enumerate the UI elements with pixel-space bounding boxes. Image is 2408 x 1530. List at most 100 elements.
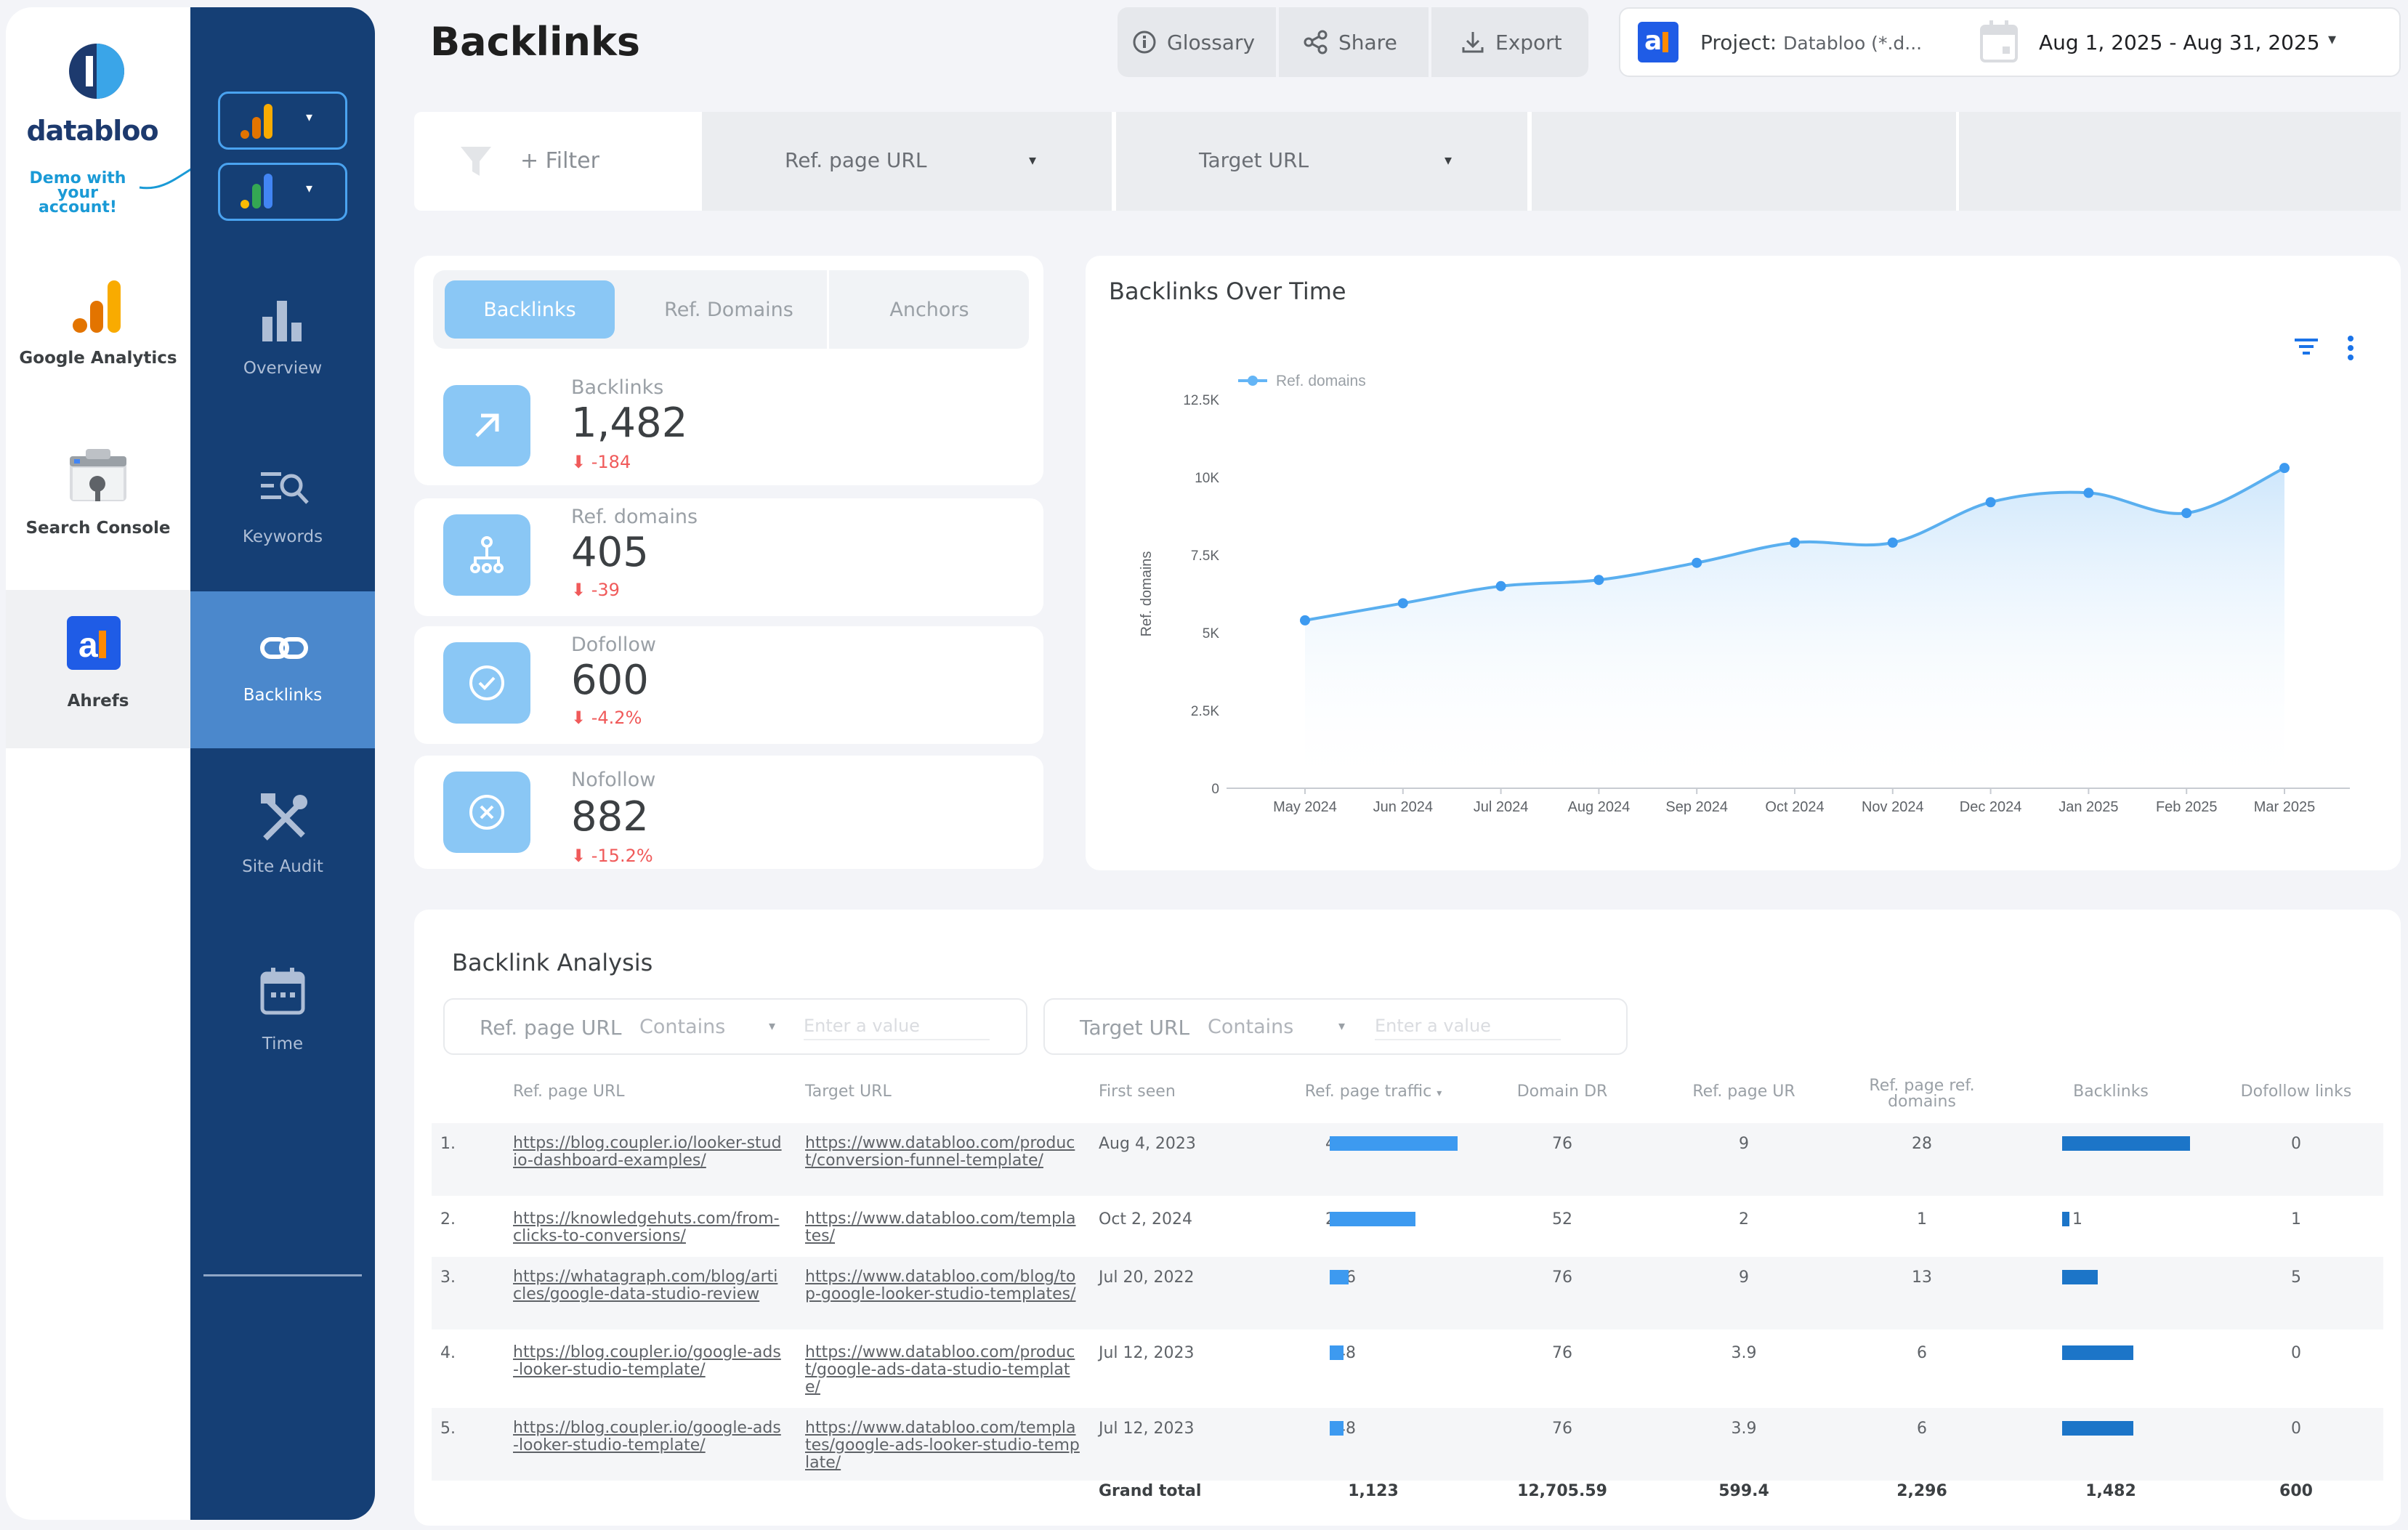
ref-page-link[interactable]: https://knowledgehuts.com/from-clicks-to… xyxy=(513,1210,780,1245)
chevron-down-icon: ▾ xyxy=(769,1019,776,1034)
tab-ref-domains[interactable]: Ref. Domains xyxy=(664,298,793,321)
kpi-delta-value: -4.2% xyxy=(591,708,642,728)
ref-page-link[interactable]: https://blog.coupler.io/google-ads-looke… xyxy=(513,1419,781,1454)
chevron-down-icon: ▾ xyxy=(306,181,313,196)
kpi-label: Dofollow xyxy=(571,634,656,656)
add-filter-button[interactable]: + Filter xyxy=(520,148,599,174)
first-seen: Jul 20, 2022 xyxy=(1099,1268,1195,1287)
table-row: 5. https://blog.coupler.io/google-ads-loo… xyxy=(432,1408,2383,1481)
date-range-picker[interactable]: Aug 1, 2025 - Aug 31, 2025 xyxy=(2039,31,2320,54)
y-tick-label: 5K xyxy=(1203,626,1220,641)
demo-line-1: Demo with xyxy=(29,169,126,187)
nav-label: Time xyxy=(262,1035,304,1053)
source-ahrefs[interactable]: a Ahrefs xyxy=(6,590,190,748)
table-row: 1. https://blog.coupler.io/looker-studio-… xyxy=(432,1123,2383,1196)
data-point xyxy=(2181,508,2192,519)
col-header-target-url[interactable]: Target URL xyxy=(805,1082,892,1101)
ref-page-filter-label: Ref. page URL xyxy=(785,148,927,172)
source-search-console[interactable]: Search Console xyxy=(6,416,190,590)
col-header-page-ur[interactable]: Ref. page UR xyxy=(1692,1082,1795,1101)
kpi-delta: ⬇ -4.2% xyxy=(571,708,642,728)
traffic-bar xyxy=(1330,1136,1458,1151)
x-tick-label: Nov 2024 xyxy=(1862,799,1924,815)
target-url-link[interactable]: https://www.databloo.com/product/google-… xyxy=(805,1343,1075,1396)
x-tick-label: Mar 2025 xyxy=(2254,799,2316,815)
col-header-dofollow[interactable]: Dofollow links xyxy=(2240,1082,2352,1101)
ref-page-url-filter[interactable]: Ref. page URL ▾ xyxy=(702,112,1112,211)
target-url-link[interactable]: https://www.databloo.com/templates/ xyxy=(805,1210,1076,1245)
ahrefs-icon: a xyxy=(67,616,121,670)
col-header-first-seen[interactable]: First seen xyxy=(1099,1082,1176,1101)
source-label: Ahrefs xyxy=(67,692,129,711)
domain-dr: 52 xyxy=(1552,1210,1572,1229)
filter-lines-icon[interactable] xyxy=(2293,334,2319,360)
domain-dr: 76 xyxy=(1552,1344,1572,1362)
glossary-button[interactable]: Glossary xyxy=(1132,7,1255,77)
nav-label: Site Audit xyxy=(242,857,323,876)
table-row: 3. https://whatagraph.com/blog/articles/g… xyxy=(432,1257,2383,1329)
traffic-bar xyxy=(1330,1270,1349,1284)
col-header-domain-dr[interactable]: Domain DR xyxy=(1516,1082,1608,1101)
ga-property-picker[interactable]: ▾ xyxy=(218,92,347,150)
target-url-filter[interactable]: Target URL ▾ xyxy=(1116,112,1527,211)
target-url-link[interactable]: https://www.databloo.com/product/convers… xyxy=(805,1134,1075,1170)
tools-icon xyxy=(261,793,307,841)
nav-time[interactable]: Time xyxy=(190,926,375,1093)
row-number: 2. xyxy=(440,1210,456,1229)
col-header-ref-page-url[interactable]: Ref. page URL xyxy=(513,1082,625,1101)
ref-page-link[interactable]: https://blog.coupler.io/looker-studio-da… xyxy=(513,1134,782,1170)
x-tick-label: May 2024 xyxy=(1273,799,1337,815)
backlinks-value: 1 xyxy=(2072,1210,2082,1229)
project-selector[interactable]: Project: Databloo (*.d... xyxy=(1700,31,1922,54)
traffic-value: 48 xyxy=(1336,1344,1356,1362)
tab-backlinks[interactable]: Backlinks xyxy=(445,280,615,339)
nav-label: Backlinks xyxy=(243,686,323,705)
kpi-delta: ⬇ -184 xyxy=(571,452,631,472)
share-button[interactable]: Share xyxy=(1304,7,1397,77)
chevron-down-icon[interactable]: ▾ xyxy=(2328,31,2337,49)
total-dofollow: 600 xyxy=(2279,1482,2313,1500)
ref-page-url-control[interactable]: Ref. page URL Contains ▾ Enter a value xyxy=(443,998,1027,1055)
control-operator[interactable]: Contains xyxy=(639,1016,726,1038)
total-traffic: 1,123 xyxy=(1348,1482,1399,1500)
data-point xyxy=(2279,463,2290,474)
ref-page-link[interactable]: https://whatagraph.com/blog/articles/goo… xyxy=(513,1268,778,1303)
keyword-search-icon xyxy=(261,472,309,504)
traffic-bar xyxy=(1330,1212,1415,1226)
control-operator[interactable]: Contains xyxy=(1208,1016,1294,1038)
info-icon xyxy=(1133,31,1156,54)
source-google-analytics[interactable]: Google Analytics xyxy=(6,247,190,416)
target-url-control[interactable]: Target URL Contains ▾ Enter a value xyxy=(1043,998,1628,1055)
kpi-icon-box xyxy=(443,385,530,466)
page-ur: 9 xyxy=(1739,1268,1749,1287)
x-tick-label: Dec 2024 xyxy=(1960,799,2022,815)
more-vert-icon[interactable] xyxy=(2346,334,2356,363)
target-url-link[interactable]: https://www.databloo.com/blog/top-google… xyxy=(805,1268,1076,1303)
project-label: Project: xyxy=(1700,31,1777,54)
y-tick-label: 12.5K xyxy=(1183,393,1219,408)
source-label: Search Console xyxy=(25,519,171,538)
tab-anchors[interactable]: Anchors xyxy=(889,298,969,321)
google-analytics-icon xyxy=(73,280,121,333)
ads-account-picker[interactable]: ▾ xyxy=(218,163,347,221)
data-point xyxy=(1790,537,1800,548)
calendar-icon xyxy=(260,968,305,1015)
chevron-down-icon: ▾ xyxy=(306,110,313,125)
export-button[interactable]: Export xyxy=(1460,7,1562,77)
control-value-input[interactable]: Enter a value xyxy=(804,1016,990,1040)
nav-site-audit[interactable]: Site Audit xyxy=(190,748,375,926)
kpi-icon-box xyxy=(443,514,530,596)
nav-overview[interactable]: Overview xyxy=(190,253,375,421)
ref-page-link[interactable]: https://blog.coupler.io/google-ads-looke… xyxy=(513,1343,781,1379)
source-sidebar xyxy=(6,7,190,1520)
target-url-link[interactable]: https://www.databloo.com/templates/googl… xyxy=(805,1419,1080,1472)
nav-backlinks[interactable]: Backlinks xyxy=(190,591,375,748)
project-value: Databloo (*.d... xyxy=(1783,33,1923,54)
col-header-ref-domains[interactable]: Ref. page ref. domains xyxy=(1869,1077,1975,1111)
nav-keywords[interactable]: Keywords xyxy=(190,421,375,591)
control-value-input[interactable]: Enter a value xyxy=(1375,1016,1561,1040)
table-row: 2. https://knowledgehuts.com/from-clicks-… xyxy=(432,1199,2383,1254)
col-header-traffic[interactable]: Ref. page traffic ▾ xyxy=(1264,1082,1482,1101)
col-header-backlinks[interactable]: Backlinks xyxy=(2073,1082,2149,1101)
data-point xyxy=(1692,557,1702,568)
